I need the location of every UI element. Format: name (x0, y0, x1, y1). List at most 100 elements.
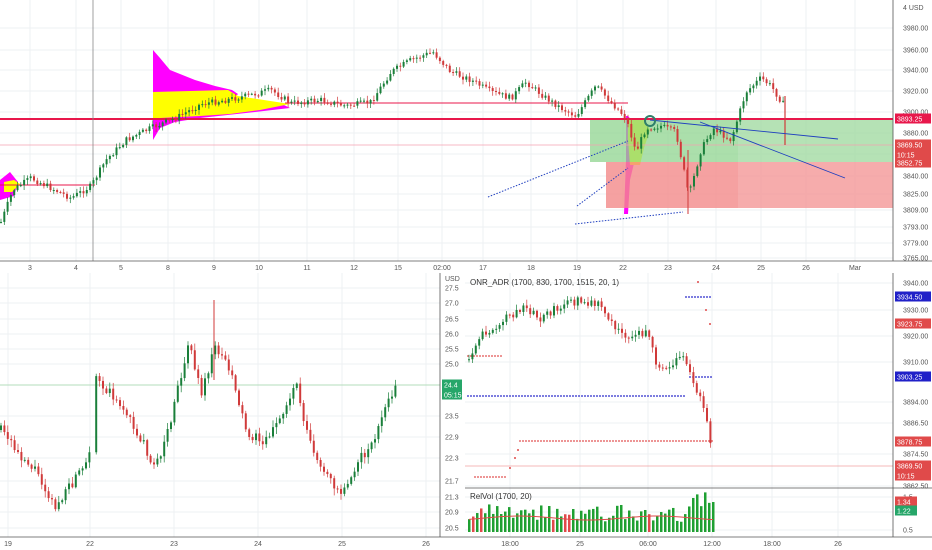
top-candle-body (122, 144, 125, 148)
top-candle-body (396, 65, 398, 69)
top-candle-body (349, 104, 352, 106)
onr-adr-dot (657, 440, 659, 442)
top-candle-body (303, 102, 306, 105)
top-candle-body (379, 86, 382, 94)
relvol-tag-1: 1.22 (897, 509, 911, 516)
top-candle-body (729, 138, 732, 142)
top-candle-body (762, 76, 765, 80)
br-candle-body (549, 311, 552, 316)
top-candle-body (409, 58, 412, 61)
onr-adr-dot (497, 395, 499, 397)
br-candle-body (617, 328, 620, 330)
br-y-tick-3: 3910.00 (903, 360, 928, 367)
bl-candle-body (122, 406, 125, 410)
trend-line-blue-3[interactable] (574, 211, 684, 225)
onr-adr-dot (699, 440, 701, 442)
top-candle-body (623, 113, 626, 119)
top-candle-body (716, 128, 719, 133)
top-candle-body (739, 108, 742, 122)
bl-candle-body (112, 388, 115, 400)
top-candle-body (264, 89, 266, 91)
relvol-bar (708, 502, 711, 532)
top-candle-body (432, 52, 435, 54)
bl-currency: USD (445, 276, 460, 283)
onr-adr-dot (558, 440, 560, 442)
br-candle-body (604, 307, 606, 314)
onr-adr-dot (474, 476, 476, 478)
top-candle-body (108, 155, 111, 160)
bottom-right-candles (468, 295, 712, 448)
br-price-tag-3: 3878.75 (897, 440, 922, 447)
relvol-bar (588, 509, 591, 532)
top-candle-body (722, 130, 725, 138)
onr-adr-dot (537, 440, 539, 442)
top-candle-body (227, 98, 230, 103)
top-candle-body (620, 109, 623, 114)
br-x-tick-4: 18:00 (763, 541, 781, 548)
onr-adr-dot (563, 395, 565, 397)
top-candle-body (376, 93, 379, 101)
trend-line-blue-1[interactable] (487, 140, 629, 198)
top-price-tag-2: 10:15 (897, 153, 915, 160)
top-candle-body (168, 119, 171, 121)
top-candle-body (198, 104, 200, 110)
top-candle-body (600, 86, 603, 90)
top-candle-body (221, 100, 224, 103)
top-candle-body (706, 139, 709, 143)
relvol-tag-0-bg (895, 496, 917, 507)
top-candle-body (438, 57, 441, 62)
top-y-tick-12: 3765.00 (903, 256, 928, 263)
br-candle-body (587, 302, 589, 306)
bl-candle-body (170, 422, 172, 430)
bl-candle-body (268, 436, 271, 438)
relvol-average-line (468, 515, 714, 521)
onr-adr-dot (567, 440, 569, 442)
top-candle-body (257, 95, 260, 97)
onr-adr-dot (696, 440, 698, 442)
top-candle-body (191, 110, 194, 112)
br-candle-body (525, 305, 528, 309)
br-candle-body (709, 421, 712, 444)
onr-adr-dot (491, 355, 493, 357)
relvol-bar (544, 517, 547, 532)
top-candle-body (508, 94, 511, 99)
marker-circle-icon[interactable] (644, 115, 656, 127)
br-candle-body (573, 299, 576, 306)
onr-adr-dot (647, 395, 649, 397)
top-candle-body (267, 87, 270, 90)
top-candle-body (69, 197, 72, 199)
top-candle-body (382, 83, 385, 87)
bl-candle-body (343, 487, 346, 494)
br-candle-body (583, 302, 586, 304)
br-candle-body (672, 365, 674, 368)
onr-adr-dot (528, 440, 530, 442)
top-candle-body (217, 102, 220, 105)
onr-adr-dot (525, 440, 527, 442)
br-price-tag-1: 3923.75 (897, 322, 922, 329)
onr-adr-dot (605, 395, 607, 397)
onr-adr-dot (564, 440, 566, 442)
trend-line-blue-5[interactable] (649, 119, 839, 140)
bl-y-tick-3: 26.0 (445, 332, 459, 339)
onr-adr-dot (552, 440, 554, 442)
top-y-tick-4: 3900.00 (903, 110, 928, 117)
onr-adr-dot (665, 395, 667, 397)
top-candle-body (719, 130, 722, 133)
top-candle-body (679, 141, 682, 158)
relvol-bar (688, 506, 691, 532)
relvol-bar (536, 519, 539, 532)
br-candle-body (563, 304, 566, 309)
onr-adr-dot (476, 355, 478, 357)
top-candle-body (287, 96, 290, 103)
trend-line-blue-4[interactable] (699, 121, 846, 179)
top-candle-body (415, 57, 418, 59)
top-candle-body (613, 102, 616, 109)
relvol-bar (644, 509, 647, 532)
top-candle-body (514, 91, 517, 100)
br-x-tick-1: 25 (576, 541, 584, 548)
onr-adr-dot (578, 395, 580, 397)
onr-adr-dot (698, 376, 700, 378)
relvol-bar (472, 516, 475, 532)
bl-candle-body (353, 471, 356, 478)
